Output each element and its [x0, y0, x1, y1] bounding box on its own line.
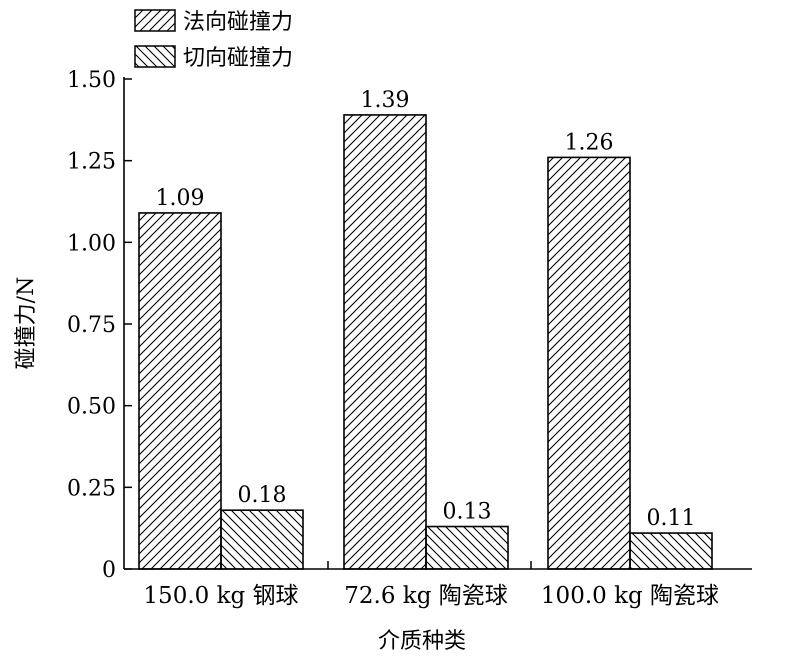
- bar-tangential-2: [629, 532, 713, 570]
- x-axis-title: 介质种类: [378, 629, 466, 654]
- category-label-2: 100.0 kg 陶瓷球: [541, 583, 719, 609]
- bar-tangential-0: [220, 509, 304, 570]
- y-axis-ticks: 0 0.25 0.50 0.75 1.00 1.25 1.50: [67, 68, 132, 583]
- y-tick-label: 1.50: [67, 68, 116, 93]
- category-label-0: 150.0 kg 钢球: [143, 583, 298, 609]
- legend-item-normal: 法向碰撞力: [134, 9, 293, 35]
- value-label-tangential-1: 0.13: [443, 500, 492, 525]
- value-labels: 1.09 0.18 1.39 0.13 1.26 0.11: [156, 88, 696, 531]
- bar-normal-2: [547, 156, 631, 570]
- bar-normal-1: [343, 114, 427, 570]
- legend-swatch-normal: [134, 9, 176, 32]
- category-labels: 150.0 kg 钢球 72.6 kg 陶瓷球 100.0 kg 陶瓷球: [143, 583, 719, 609]
- value-label-normal-0: 1.09: [156, 186, 205, 211]
- bars: [138, 114, 713, 570]
- bar-normal-0: [138, 212, 222, 570]
- value-label-normal-2: 1.26: [565, 130, 614, 155]
- legend: 法向碰撞力 切向碰撞力: [134, 9, 293, 71]
- legend-item-tangential: 切向碰撞力: [134, 45, 293, 71]
- legend-label-normal: 法向碰撞力: [183, 10, 293, 35]
- bar-tangential-1: [425, 525, 509, 570]
- y-tick-label: 1.00: [67, 231, 116, 256]
- y-tick-label: 0.25: [67, 476, 116, 501]
- y-tick-label: 0.50: [67, 395, 116, 420]
- value-label-normal-1: 1.39: [361, 88, 410, 113]
- legend-label-tangential: 切向碰撞力: [183, 46, 293, 71]
- category-label-1: 72.6 kg 陶瓷球: [344, 583, 508, 609]
- value-label-tangential-2: 0.11: [647, 506, 696, 531]
- legend-swatch-tangential: [134, 45, 176, 68]
- y-axis-title: 碰撞力/N: [14, 277, 39, 370]
- x-axis-ticks: [327, 561, 532, 569]
- y-tick-label: 0.75: [67, 313, 116, 338]
- value-label-tangential-0: 0.18: [238, 483, 287, 508]
- y-tick-label: 1.25: [67, 150, 116, 175]
- y-tick-label: 0: [102, 558, 116, 583]
- axes: [123, 77, 752, 570]
